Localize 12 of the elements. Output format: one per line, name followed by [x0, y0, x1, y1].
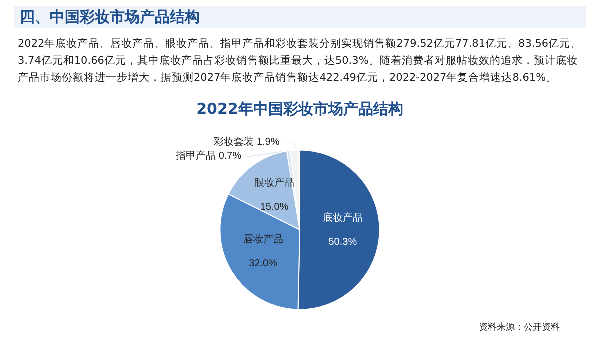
chart-subtitle: 2022年底妆产品、唇妆产品、眼妆产品、指甲产品和彩妆套装分别实现销售额279.52亿元77.81亿元、83.56亿元、3.74亿元和10.66亿元，其中底妆产品占彩妆销售额比重最大，达50.3%。随着消费者对服帖妆效的追求，预计底妆产品市场份额将进一步增大，据预测2027年底妆产品销售额达422.49亿元，2022-2027年复合增速达8.61%。: [18, 37, 583, 86]
text: 2022年中国彩妆市场产品结构: [196, 100, 404, 119]
slice-label: 彩妆套装 1.9%: [214, 136, 280, 148]
data-label: 32.0%: [249, 258, 278, 270]
data-label: 15.0%: [260, 202, 289, 213]
slice-label: 唇妆产品: [243, 234, 284, 246]
chart-title: 四、中国彩妆市场产品结构: [14, 6, 586, 28]
slice-label: 底妆产品: [322, 212, 363, 224]
slice-label: 眼妆产品: [254, 176, 295, 189]
slice-label: 指甲产品 0.7%: [175, 150, 242, 162]
text: 资料来源：公开资料: [479, 322, 560, 334]
data-label: 50.3%: [328, 236, 358, 248]
